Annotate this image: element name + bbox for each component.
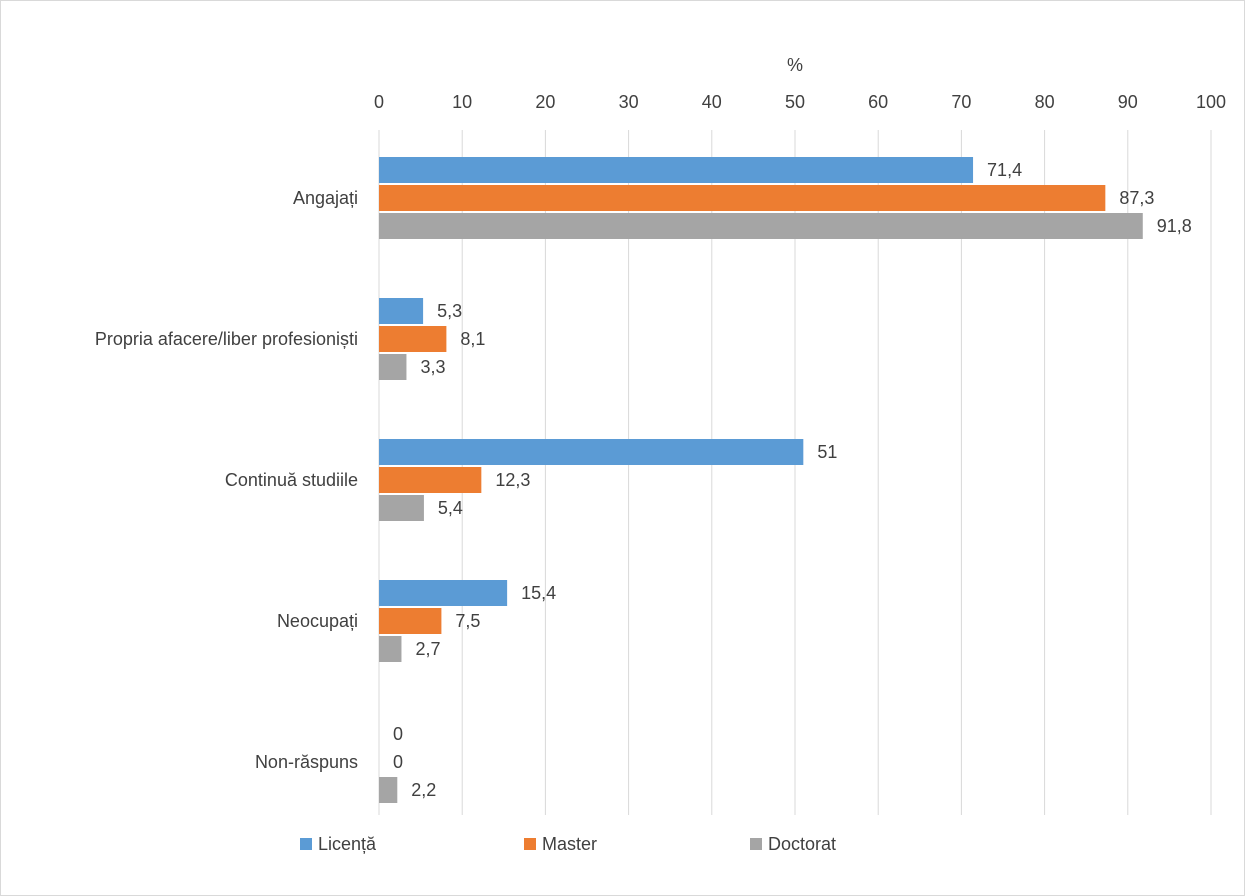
x-tick-label: 10 <box>452 92 472 112</box>
data-label: 3,3 <box>420 357 445 377</box>
bar <box>379 467 482 493</box>
x-tick-label: 0 <box>374 92 384 112</box>
data-label: 87,3 <box>1119 188 1154 208</box>
data-label: 0 <box>393 724 403 744</box>
bar <box>379 185 1106 211</box>
legend-swatch <box>300 838 312 850</box>
x-tick-label: 20 <box>535 92 555 112</box>
category-labels: Angajați Propria afacere/liber profesioni… <box>95 188 358 772</box>
x-tick-label: 60 <box>868 92 888 112</box>
data-label: 7,5 <box>455 611 480 631</box>
bar <box>379 157 974 183</box>
x-tick-label: 100 <box>1196 92 1226 112</box>
category-label: Angajați <box>293 188 358 208</box>
x-tick-label: 40 <box>702 92 722 112</box>
legend-label: Licență <box>318 833 377 854</box>
data-labels: 71,4 87,391,8 5,3 8,1 3,3 51 12,3 5,4 15,4 7,5 2,7… <box>393 160 1192 800</box>
x-tick-label: 90 <box>1118 92 1138 112</box>
data-label: 71,4 <box>987 160 1022 180</box>
data-label: 2,2 <box>411 780 436 800</box>
legend-item: Licență <box>300 834 376 855</box>
legend-swatch <box>750 838 762 850</box>
bar <box>379 213 1143 239</box>
x-tick-label: 70 <box>951 92 971 112</box>
bar <box>379 636 402 662</box>
x-tick-label: 80 <box>1035 92 1055 112</box>
x-tick-label: 50 <box>785 92 805 112</box>
data-label: 91,8 <box>1157 216 1192 236</box>
legend-item: Master <box>524 834 597 855</box>
bar <box>379 608 442 634</box>
bar <box>379 354 407 380</box>
category-label: Neocupați <box>277 611 358 631</box>
data-label: 5,4 <box>438 498 463 518</box>
gridlines <box>378 130 1212 815</box>
legend-label: Doctorat <box>768 833 837 854</box>
data-label: 2,7 <box>415 639 440 659</box>
bar <box>379 298 424 324</box>
category-label: Non-răspuns <box>255 752 358 772</box>
bar <box>379 439 804 465</box>
x-axis-title: % <box>787 55 803 75</box>
x-axis-ticks: 0 10 20 30 40 50 60 70 80 90 100 <box>374 92 1226 112</box>
bar <box>379 326 447 352</box>
legend-label: Master <box>542 833 598 854</box>
legend-item: Doctorat <box>750 834 836 855</box>
data-label: 5,3 <box>437 301 462 321</box>
data-label: 8,1 <box>460 329 485 349</box>
category-label: Continuă studiile <box>225 470 358 490</box>
data-label: 0 <box>393 752 403 772</box>
legend-swatch <box>524 838 536 850</box>
data-label: 12,3 <box>495 470 530 490</box>
bar <box>379 495 424 521</box>
data-label: 51 <box>817 442 837 462</box>
category-label: Propria afacere/liber profesioniști <box>95 329 358 349</box>
bar <box>379 580 508 606</box>
data-label: 15,4 <box>521 583 556 603</box>
bar <box>379 777 398 803</box>
x-tick-label: 30 <box>619 92 639 112</box>
bars <box>379 157 1143 803</box>
